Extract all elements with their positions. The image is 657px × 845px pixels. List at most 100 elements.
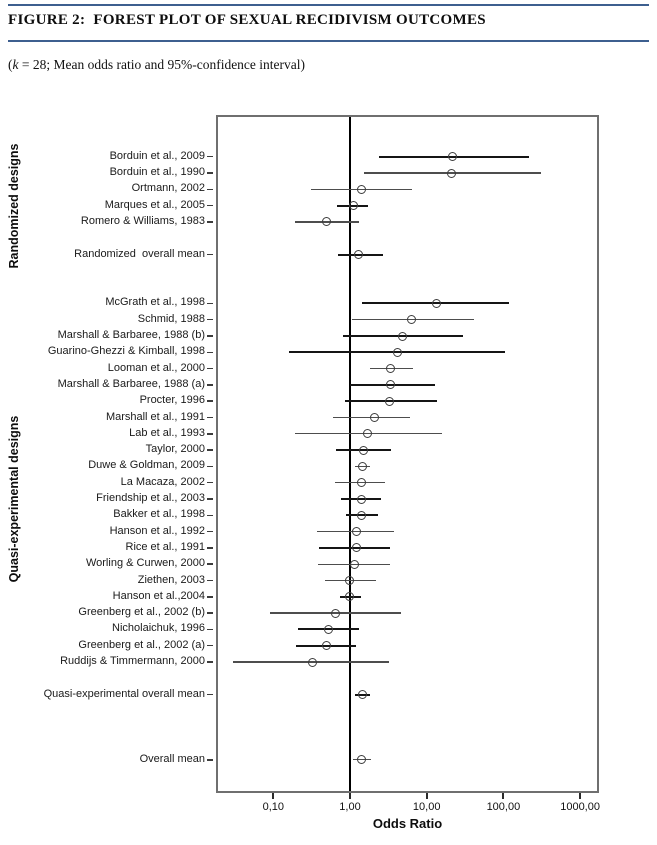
x-tick-label: 1,00 (339, 801, 361, 813)
row-label: Marshall & Barbaree, 1988 (a) (57, 377, 205, 390)
or-marker (446, 168, 456, 178)
or-marker (356, 184, 366, 194)
x-tick-label: 1000,00 (560, 801, 600, 813)
or-marker (386, 380, 396, 390)
subtitle-rest: = 28; Mean odds ratio and 95%-confidence… (18, 57, 306, 72)
row-label: Nicholaichuk, 1996 (112, 622, 205, 635)
or-marker (356, 510, 366, 520)
row-label: Worling & Curwen, 2000 (85, 557, 205, 570)
or-marker (348, 201, 358, 211)
row-label: Taylor, 2000 (145, 443, 205, 456)
row-tick (207, 188, 213, 191)
title-rule-top (8, 4, 649, 6)
row-label: Looman et al., 2000 (107, 361, 205, 374)
or-marker (398, 331, 408, 341)
row-label: Marques et al., 2005 (104, 198, 205, 211)
or-marker (370, 413, 380, 422)
x-tick-label: 100,00 (486, 801, 521, 813)
or-marker (407, 315, 417, 325)
or-marker (357, 461, 367, 471)
x-tick (425, 793, 428, 799)
row-tick (207, 204, 213, 207)
figure-subtitle: (k = 28; Mean odds ratio and 95%-confide… (8, 57, 305, 73)
row-label: Greenberg et al., 2002 (a) (78, 638, 205, 651)
row-label: Borduin et al., 2009 (109, 149, 205, 162)
or-marker (386, 364, 396, 374)
row-label: Ortmann, 2002 (131, 182, 205, 195)
or-marker (363, 429, 373, 439)
row-tick (207, 563, 213, 565)
row-label: Borduin et al., 1990 (109, 166, 205, 178)
or-marker (307, 657, 317, 667)
or-marker (356, 755, 366, 765)
row-tick (207, 661, 213, 663)
or-marker (385, 396, 395, 406)
row-label: La Macaza, 2002 (120, 475, 205, 488)
row-tick (207, 416, 213, 419)
or-marker (351, 527, 361, 537)
reference-line (349, 117, 351, 791)
row-tick (207, 318, 213, 321)
row-tick (207, 547, 213, 549)
or-marker (321, 641, 331, 651)
title-rule-bottom (8, 40, 649, 42)
row-tick (207, 400, 213, 402)
row-label: Guarino-Ghezzi & Kimball, 1998 (47, 345, 205, 358)
row-tick (207, 693, 213, 696)
row-tick (207, 449, 213, 451)
subtitle-open: ( (8, 57, 13, 72)
or-marker (344, 576, 354, 585)
row-tick (207, 384, 213, 386)
row-label: Marshall & Barbaree, 1988 (b) (57, 329, 205, 341)
or-marker (322, 217, 332, 227)
row-tick (207, 221, 213, 223)
row-label: McGrath et al., 1998 (105, 296, 205, 309)
x-tick (272, 793, 275, 799)
row-label: Duwe & Goldman, 2009 (88, 459, 205, 472)
row-tick (207, 433, 213, 435)
row-tick (207, 628, 213, 631)
row-tick (207, 351, 213, 354)
x-tick-label: 0,10 (262, 801, 285, 813)
or-marker (349, 559, 359, 569)
row-tick (207, 530, 213, 533)
row-tick (207, 155, 213, 158)
or-marker (357, 690, 367, 700)
row-label: Ruddijs & Timmermann, 2000 (60, 655, 205, 667)
row-labels: Borduin et al., 2009 Borduin et al., 1990… (0, 115, 207, 793)
row-label: Hanson et al., 1992 (109, 524, 205, 537)
row-label: Romero & Williams, 1983 (80, 214, 205, 227)
or-marker (448, 152, 458, 162)
or-marker (331, 608, 341, 618)
row-label: Ziethen, 2003 (137, 573, 205, 586)
row-tick (207, 514, 213, 517)
or-marker (356, 478, 366, 488)
row-label: Lab et al., 1993 (129, 426, 205, 439)
row-tick (207, 579, 213, 582)
plot-area (216, 115, 599, 793)
row-tick (207, 498, 213, 500)
row-tick (207, 759, 213, 761)
row-label: Bakker et al., 1998 (113, 508, 205, 521)
row-tick (207, 644, 213, 647)
row-label: Overall mean (139, 752, 205, 765)
row-label: Quasi-experimental overall mean (43, 687, 205, 700)
row-label: Greenberg et al., 2002 (b) (78, 606, 205, 619)
figure-title: FIGURE 2: FOREST PLOT OF SEXUAL RECIDIVI… (8, 12, 486, 28)
row-tick (207, 253, 213, 256)
or-marker (431, 298, 441, 308)
or-marker (356, 494, 366, 504)
x-tick (349, 793, 351, 799)
forest-plot: Odds Ratio 0,10 1,00 10,00 100,00 1000,00 (207, 115, 600, 831)
row-tick (207, 465, 213, 468)
x-tick (502, 793, 505, 799)
subtitle-k: k (12, 57, 19, 72)
or-marker (323, 624, 333, 634)
row-label: Hanson et al.,2004 (112, 589, 205, 602)
row-tick (207, 302, 213, 305)
row-label: Schmid, 1988 (137, 312, 205, 325)
row-label: Randomized overall mean (74, 247, 205, 260)
row-tick (207, 335, 213, 337)
row-tick (207, 481, 213, 484)
